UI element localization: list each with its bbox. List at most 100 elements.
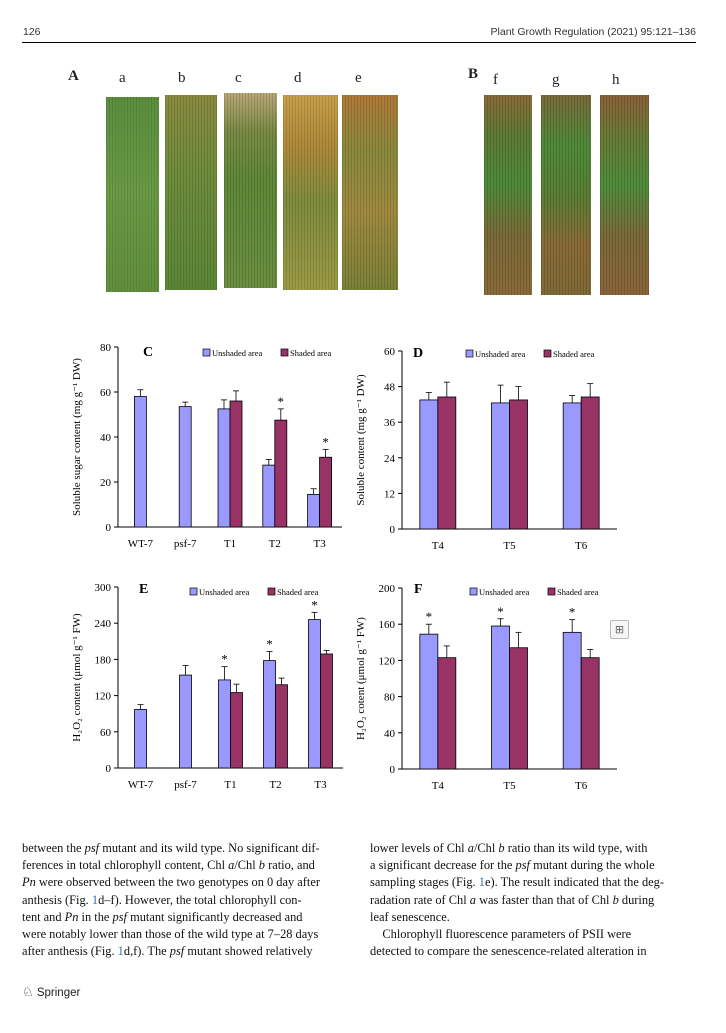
text-line: a significant decrease for the psf mutan…: [370, 857, 696, 874]
leaf-label-g: g: [552, 72, 560, 88]
text-line: were notably lower than those of the wil…: [22, 926, 348, 943]
panel-letter: C: [143, 345, 153, 360]
bar-shaded: [319, 456, 333, 528]
panel-label-a: A: [68, 68, 79, 84]
y-tick-label: 0: [390, 524, 396, 536]
x-tick-label: T1: [224, 779, 236, 791]
panel-label-b: B: [468, 66, 479, 82]
legend-swatch-shaded: [547, 587, 556, 596]
panel-letter: D: [413, 346, 423, 361]
text-segment: a: [469, 892, 476, 907]
legend-swatch-unshaded: [469, 587, 478, 596]
y-tick-label: 48: [384, 382, 396, 394]
leaf-photo-f: [484, 95, 532, 295]
legend-label-unshaded: Unshaded area: [479, 587, 529, 597]
y-tick-label: 80: [384, 692, 396, 704]
leaf-label-c: c: [235, 70, 242, 86]
x-tick-label: T6: [575, 780, 588, 792]
springer-footer: ♘ Springer: [22, 985, 80, 1000]
x-tick-label: T2: [269, 538, 281, 550]
figure-ref-link[interactable]: 1: [478, 875, 485, 890]
publisher-name: Springer: [36, 987, 81, 999]
text-segment: psf: [84, 841, 100, 855]
figure-viewer-icon[interactable]: ⊞: [610, 620, 629, 639]
text-segment: ferences in total chlorophyll content, C…: [22, 858, 229, 873]
bar-unshaded: [562, 631, 582, 770]
text-line: Pn were observed between the two genotyp…: [22, 874, 348, 891]
text-segment: b: [498, 841, 505, 855]
y-tick-label: 0: [106, 522, 112, 534]
legend-label-shaded: Shaded area: [290, 348, 332, 358]
leaf-label-e: e: [355, 70, 362, 86]
leaf-photo-h: [600, 95, 649, 295]
bar-shaded: [275, 684, 288, 769]
text-segment: a: [467, 841, 474, 855]
body-text-right: lower levels of Chl a/Chl b ratio than i…: [370, 840, 696, 960]
figure-ref-link[interactable]: 1: [91, 892, 99, 907]
bar-unshaded: [263, 660, 276, 769]
x-tick-label: T6: [575, 540, 588, 552]
panel-letter: E: [139, 582, 148, 597]
bar-unshaded: [178, 406, 192, 528]
y-tick-label: 60: [384, 346, 396, 358]
text-segment: tent and: [22, 909, 65, 924]
y-tick-label: 80: [100, 342, 112, 354]
leaf-label-d: d: [294, 70, 302, 86]
text-line: between the psf mutant and its wild type…: [22, 840, 348, 857]
text-line: radation rate of Chl a was faster than t…: [370, 892, 696, 909]
bar-unshaded: [419, 399, 439, 530]
text-segment: mutant showed relatively: [184, 944, 313, 959]
bar-shaded: [437, 657, 457, 770]
text-segment: were notably lower than those of the wil…: [22, 927, 319, 942]
text-segment: sampling stages (Fig.: [370, 875, 479, 890]
legend-label-unshaded: Unshaded area: [475, 349, 525, 359]
legend-label-shaded: Shaded area: [277, 587, 319, 597]
y-tick-label: 40: [100, 432, 112, 444]
legend-swatch-unshaded: [465, 349, 474, 358]
text-segment: a: [228, 858, 235, 873]
y-tick-label: 0: [390, 764, 396, 776]
bar-shaded: [580, 396, 600, 530]
y-tick-label: 0: [106, 763, 112, 775]
y-tick-label: 60: [100, 727, 112, 739]
bar-shaded: [509, 399, 528, 530]
bar-unshaded: [133, 396, 147, 528]
bar-unshaded: [419, 633, 439, 770]
leaf-photo-e: [342, 95, 398, 290]
y-axis-label: H₂O₂ cotent (μmol g⁻¹ FW): [355, 617, 367, 740]
legend-swatch-unshaded: [202, 348, 211, 357]
x-tick-label: T3: [313, 538, 326, 550]
text-segment: Chlorophyll fluorescence parameters of P…: [370, 927, 632, 942]
legend-label-shaded: Shaded area: [553, 349, 595, 359]
leaf-label-f: f: [493, 72, 498, 88]
text-segment: ratio, and: [264, 858, 315, 873]
leaf-photo-c: [224, 93, 277, 288]
text-segment: mutant significantly decreased and: [126, 909, 303, 924]
text-segment: ratio than its wild type, with: [504, 841, 648, 855]
y-tick-label: 200: [379, 583, 396, 595]
text-segment: mutant during the whole: [530, 858, 655, 873]
figure-ref-link[interactable]: 1: [117, 944, 124, 959]
text-segment: b: [258, 858, 265, 873]
text-segment: /Chl: [473, 841, 499, 855]
text-segment: d–f). However, the total chlorophyll con…: [98, 892, 302, 907]
springer-logo-icon: ♘: [22, 985, 34, 1000]
bar-shaded: [274, 419, 288, 528]
text-line: leaf senescence.: [370, 909, 696, 926]
bar-unshaded: [562, 402, 582, 530]
text-segment: psf: [515, 858, 530, 873]
page-number: 126: [23, 26, 41, 38]
x-tick-label: T1: [224, 538, 236, 550]
significance-marker: *: [278, 394, 285, 409]
significance-marker: *: [311, 597, 318, 612]
panel-letter: F: [414, 582, 423, 597]
text-segment: radation rate of Chl: [370, 892, 470, 907]
y-tick-label: 240: [95, 618, 112, 630]
text-segment: mutant and its wild type. No significant…: [99, 841, 320, 855]
text-segment: were observed between the two genotypes …: [35, 875, 320, 890]
text-segment: anthesis (Fig.: [22, 892, 92, 907]
bar-unshaded: [308, 619, 321, 769]
text-line: after anthesis (Fig. 1d,f). The psf muta…: [22, 943, 348, 960]
text-line: lower levels of Chl a/Chl b ratio than i…: [370, 840, 696, 857]
text-segment: was faster than that of Chl: [475, 892, 613, 907]
